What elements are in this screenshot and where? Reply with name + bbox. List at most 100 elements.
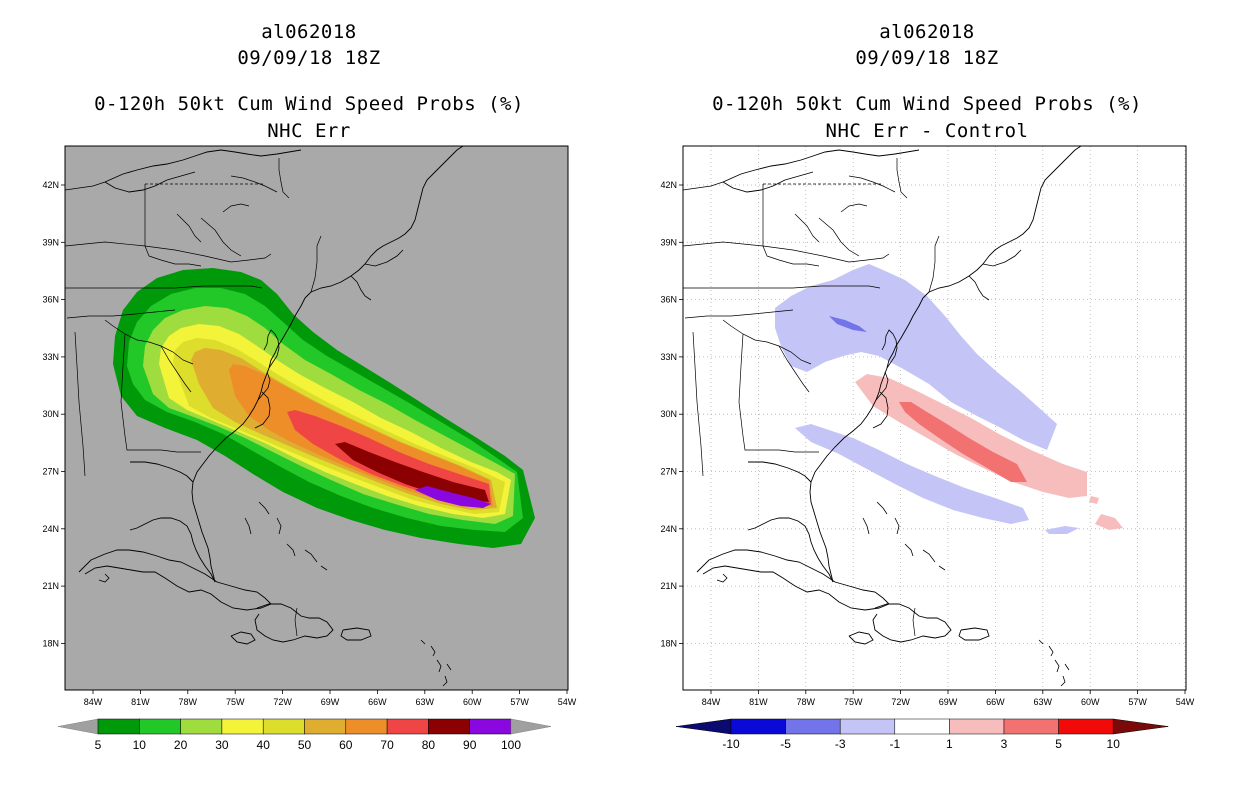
left-colorbar-label: 80 (422, 738, 436, 752)
left-colorbar-label: 10 (133, 738, 147, 752)
left-colorbar-swatch (97, 718, 140, 735)
diff-positive-inner (899, 402, 1027, 482)
right-colorbar-label: -5 (780, 737, 791, 751)
left-x-tick-label: 63W (416, 697, 435, 707)
right-axis-ticks: 84W 81W 78W 75W 72W 69W 66W 63W 60W 57W 54W 42N 39N 3… (660, 180, 1194, 707)
right-colorbar-label: -10 (722, 737, 740, 751)
right-x-tick-label: 66W (986, 697, 1005, 707)
right-x-tick-label: 69W (939, 697, 958, 707)
left-y-tick-label: 42N (42, 180, 59, 190)
right-colorbar-label: -1 (889, 737, 900, 751)
right-title-storm-id: al062018 (879, 21, 975, 43)
left-colorbar-label: 30 (215, 738, 229, 752)
right-colorbar-high-end (1112, 718, 1169, 735)
right-colorbar-swatch (730, 718, 786, 735)
left-map: 84W 81W 78W 75W 72W 69W 66W 63W 60W 57W 54W 42N 39N 3… (42, 145, 577, 707)
right-colorbar-swatch (894, 718, 950, 735)
left-title-datetime: 09/09/18 18Z (237, 47, 381, 69)
right-title-datetime: 09/09/18 18Z (855, 47, 999, 69)
right-x-tick-label: 78W (797, 697, 816, 707)
right-title-subtitle: NHC Err - Control (825, 120, 1029, 142)
left-y-tick-label: 24N (42, 524, 59, 534)
diff-positive-tail-dot (1089, 496, 1099, 504)
prob-contour-80 (335, 442, 489, 502)
right-map-frame (682, 145, 1187, 691)
left-y-tick-label: 18N (42, 638, 59, 648)
left-colorbar-swatch (469, 718, 512, 735)
prob-contour-90 (415, 486, 491, 508)
left-map-frame (64, 145, 569, 691)
left-colorbar: 5 10 20 30 40 50 60 70 80 90 100 (57, 718, 552, 752)
right-colorbar-label: 3 (1001, 737, 1008, 751)
left-colorbar-label: 90 (463, 738, 477, 752)
left-colorbar-low-end (57, 718, 99, 735)
left-x-tick-label: 69W (321, 697, 340, 707)
right-x-tick-label: 60W (1081, 697, 1100, 707)
right-x-tick-label: 72W (891, 697, 910, 707)
left-colorbar-swatch (139, 718, 181, 735)
left-colorbar-swatch (180, 718, 223, 735)
left-x-tick-label: 66W (368, 697, 387, 707)
right-colorbar-label: -3 (835, 737, 846, 751)
left-x-tick-label: 78W (179, 697, 198, 707)
right-colorbar-label: 1 (946, 737, 953, 751)
left-x-tick-label: 54W (558, 697, 577, 707)
right-colorbar-low-end (675, 718, 732, 735)
left-colorbar-swatch (221, 718, 264, 735)
left-y-tick-label: 27N (42, 467, 59, 477)
left-y-tick-label: 33N (42, 352, 59, 362)
right-map: 84W 81W 78W 75W 72W 69W 66W 63W 60W 57W 54W 42N 39N 3… (660, 145, 1195, 707)
right-x-tick-label: 63W (1034, 697, 1053, 707)
right-colorbar-swatch (839, 718, 896, 735)
right-y-tick-label: 18N (660, 638, 677, 648)
right-y-tick-label: 33N (660, 352, 677, 362)
right-x-tick-label: 54W (1176, 697, 1195, 707)
left-colorbar-label: 50 (298, 738, 312, 752)
left-title-subtitle: NHC Err (267, 120, 351, 142)
right-colorbar-label: 10 (1107, 737, 1121, 751)
right-x-tick-label: 57W (1128, 697, 1147, 707)
left-colorbar-label: 60 (339, 738, 353, 752)
left-y-tick-label: 39N (42, 237, 59, 247)
right-y-tick-label: 36N (660, 295, 677, 305)
right-y-tick-label: 21N (660, 581, 677, 591)
right-y-tick-label: 30N (660, 409, 677, 419)
diff-positive-outer-tail (1095, 514, 1123, 530)
left-colorbar-swatch (304, 718, 347, 735)
right-colorbar: -10 -5 -3 -1 1 3 5 10 (675, 718, 1169, 751)
right-y-tick-label: 39N (660, 237, 677, 247)
left-axis-ticks: 84W 81W 78W 75W 72W 69W 66W 63W 60W 57W 54W 42N 39N 3… (42, 180, 576, 707)
right-y-tick-label: 27N (660, 467, 677, 477)
right-x-tick-label: 84W (702, 697, 721, 707)
left-x-tick-label: 75W (226, 697, 245, 707)
left-colorbar-label: 40 (257, 738, 271, 752)
left-colorbar-label: 100 (501, 738, 521, 752)
left-y-tick-label: 36N (42, 295, 59, 305)
left-title-storm-id: al062018 (261, 21, 357, 43)
left-colorbar-label: 70 (380, 738, 394, 752)
left-colorbar-swatch (428, 718, 470, 735)
left-x-tick-label: 81W (131, 697, 150, 707)
left-x-tick-label: 60W (463, 697, 482, 707)
right-colorbar-swatch (1003, 718, 1059, 735)
right-colorbar-swatch (785, 718, 841, 735)
left-colorbar-high-end (510, 718, 552, 735)
right-colorbar-label: 5 (1055, 737, 1062, 751)
right-colorbar-swatch (949, 718, 1005, 735)
left-x-tick-label: 72W (273, 697, 292, 707)
left-x-tick-label: 57W (510, 697, 529, 707)
left-colorbar-label: 20 (174, 738, 188, 752)
diff-negative-north (775, 264, 1057, 450)
diff-negative-north-deep (829, 316, 867, 332)
right-x-tick-label: 75W (844, 697, 863, 707)
right-title-product: 0-120h 50kt Cum Wind Speed Probs (%) (712, 93, 1142, 115)
diff-negative-south-tail (1045, 526, 1079, 534)
right-colorbar-swatch (1058, 718, 1114, 735)
right-x-tick-label: 81W (749, 697, 768, 707)
left-colorbar-swatch (345, 718, 388, 735)
diff-negative-south (795, 424, 1029, 524)
left-title-product: 0-120h 50kt Cum Wind Speed Probs (%) (94, 93, 524, 115)
left-x-tick-label: 84W (84, 697, 103, 707)
right-y-tick-label: 24N (660, 524, 677, 534)
